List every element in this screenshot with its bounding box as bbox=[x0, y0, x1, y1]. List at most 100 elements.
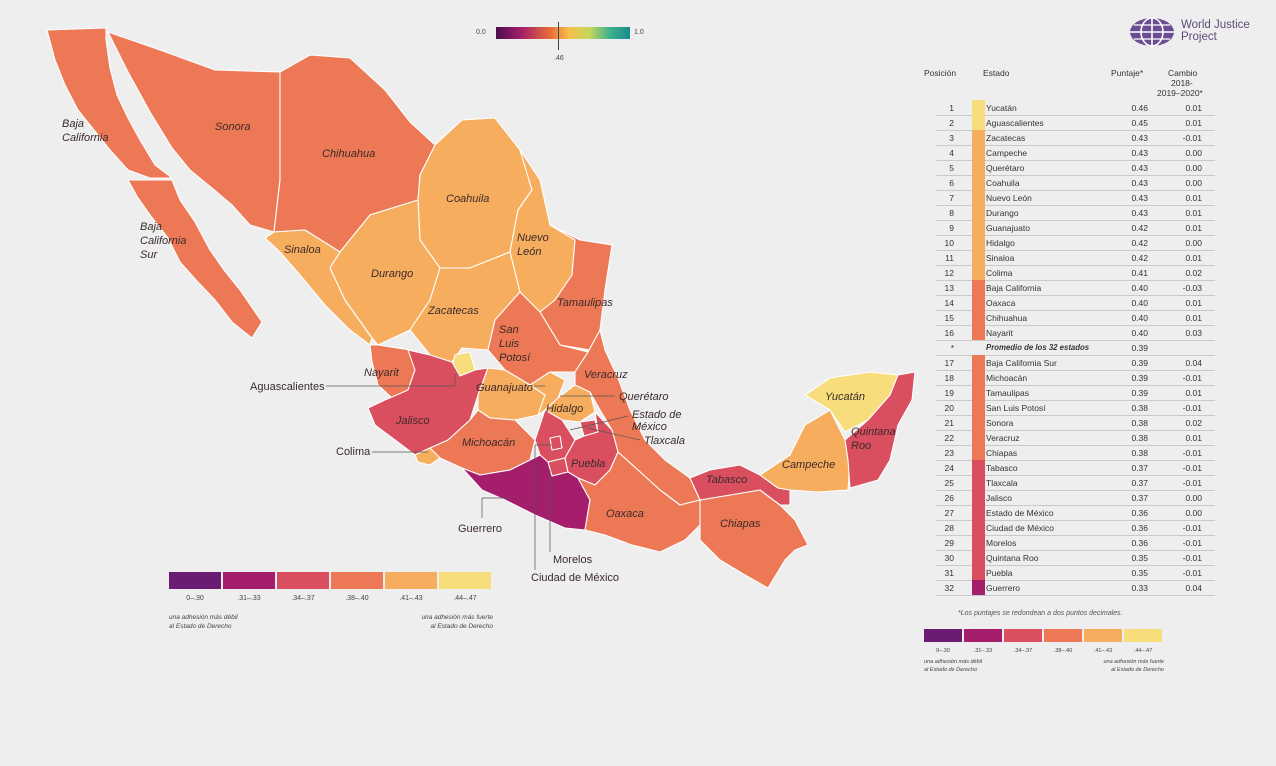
state-guerrero[interactable] bbox=[461, 454, 591, 531]
row-color-swatch bbox=[972, 115, 985, 130]
row-change: 0.00 bbox=[1185, 163, 1202, 173]
row-change: -0.01 bbox=[1182, 553, 1202, 563]
state-tabasco[interactable] bbox=[689, 464, 791, 506]
row-position: 8 bbox=[949, 208, 954, 218]
row-change: 0.01 bbox=[1185, 118, 1202, 128]
row-position: 4 bbox=[949, 148, 954, 158]
table-row: 29 Morelos 0.36 -0.01 bbox=[936, 535, 1215, 551]
wjp-logo: World Justice Project bbox=[1128, 16, 1268, 50]
label-slp-3: Potosí bbox=[499, 352, 531, 364]
legend-bin-label: .44–.47 bbox=[1133, 648, 1153, 654]
table-row: 20 San Luis Potosí 0.38 -0.01 bbox=[936, 400, 1215, 416]
label-veracruz: Veracruz bbox=[584, 369, 628, 381]
row-change: 0.01 bbox=[1185, 388, 1202, 398]
state-quintana-roo[interactable] bbox=[844, 371, 916, 489]
score-gradient-scale: 0.0 1.0 .46 bbox=[474, 22, 644, 68]
national-score-marker bbox=[558, 22, 559, 50]
row-change: -0.01 bbox=[1182, 373, 1202, 383]
row-position: 30 bbox=[944, 553, 954, 563]
row-change: 0.01 bbox=[1185, 253, 1202, 263]
legend-swatch bbox=[1044, 629, 1082, 642]
row-position: 19 bbox=[944, 388, 954, 398]
legend-bin-label: 0–.30 bbox=[186, 595, 204, 602]
legend-swatch bbox=[1124, 629, 1162, 642]
state-baja-california[interactable] bbox=[46, 27, 173, 179]
row-score: 0.41 bbox=[1131, 268, 1148, 278]
row-state: Yucatán bbox=[986, 103, 1017, 113]
row-change: -0.01 bbox=[1182, 568, 1202, 578]
state-campeche[interactable] bbox=[759, 409, 851, 493]
legend-note-line: al Estado de Derecho bbox=[924, 666, 977, 673]
table-row: 2 Aguascalientes 0.45 0.01 bbox=[936, 115, 1215, 131]
row-change: 0.01 bbox=[1185, 433, 1202, 443]
table-row: 8 Durango 0.43 0.01 bbox=[936, 205, 1215, 221]
row-score: 0.40 bbox=[1131, 283, 1148, 293]
row-color-swatch bbox=[972, 145, 985, 160]
legend-bin-label: .38–.40 bbox=[1053, 648, 1073, 654]
row-position: 6 bbox=[949, 178, 954, 188]
label-bcs-2: California bbox=[140, 235, 186, 247]
state-tamaulipas[interactable] bbox=[539, 224, 613, 351]
row-state: Tabasco bbox=[986, 463, 1018, 473]
state-ciudad-de-mexico[interactable] bbox=[549, 435, 563, 451]
legend-swatch bbox=[964, 629, 1002, 642]
row-score: 0.43 bbox=[1131, 133, 1148, 143]
row-change: 0.00 bbox=[1185, 493, 1202, 503]
row-change: 0.04 bbox=[1185, 358, 1202, 368]
label-nuevo-leon: Nuevo bbox=[517, 232, 549, 244]
table-row: 13 Baja California 0.40 -0.03 bbox=[936, 280, 1215, 296]
state-sonora[interactable] bbox=[107, 31, 281, 233]
legend-swatch bbox=[277, 572, 329, 589]
row-change: 0.02 bbox=[1185, 268, 1202, 278]
label-jalisco: Jalisco bbox=[395, 415, 430, 427]
row-score: 0.35 bbox=[1131, 568, 1148, 578]
row-color-swatch bbox=[972, 250, 985, 265]
legend-note-line: una adhesión más fuerte bbox=[1103, 659, 1164, 665]
row-change: 0.04 bbox=[1185, 583, 1202, 593]
row-state: Sonora bbox=[986, 418, 1014, 428]
label-slp-2: Luis bbox=[499, 338, 520, 350]
state-chiapas[interactable] bbox=[699, 489, 809, 589]
state-baja-california-sur[interactable] bbox=[127, 179, 263, 339]
state-zacatecas[interactable] bbox=[409, 251, 521, 363]
label-oaxaca: Oaxaca bbox=[606, 508, 644, 520]
label-sinaloa: Sinaloa bbox=[284, 244, 321, 256]
header-position: Posición bbox=[924, 68, 957, 78]
row-color-swatch bbox=[972, 415, 985, 430]
state-guanajuato[interactable] bbox=[477, 367, 546, 421]
label-campeche: Campeche bbox=[782, 459, 835, 471]
row-position: 12 bbox=[944, 268, 954, 278]
row-position: 18 bbox=[944, 373, 954, 383]
label-guanajuato: Guanajuato bbox=[476, 382, 533, 394]
row-state: Tamaulipas bbox=[986, 388, 1029, 398]
label-queretaro: Querétaro bbox=[619, 391, 669, 403]
label-tlaxcala: Tlaxcala bbox=[644, 435, 685, 447]
legend-swatch bbox=[439, 572, 491, 589]
label-quintana-roo: Quintana bbox=[851, 426, 896, 438]
row-position: 1 bbox=[949, 103, 954, 113]
legend-bin-label: .38–.40 bbox=[345, 595, 369, 602]
header-state: Estado bbox=[983, 68, 1010, 78]
row-color-swatch bbox=[972, 175, 985, 190]
table-row: 5 Querétaro 0.43 0.00 bbox=[936, 160, 1215, 176]
table-row: 22 Veracruz 0.38 0.01 bbox=[936, 430, 1215, 446]
average-row: * Promedio de los 32 estados 0.39 bbox=[936, 340, 1215, 356]
legend-swatch bbox=[331, 572, 383, 589]
row-position: 15 bbox=[944, 313, 954, 323]
row-color-swatch bbox=[972, 220, 985, 235]
legend-bin-label: .44–.47 bbox=[453, 595, 477, 602]
row-change: -0.01 bbox=[1182, 133, 1202, 143]
row-color-swatch bbox=[972, 190, 985, 205]
row-score: 0.36 bbox=[1131, 523, 1148, 533]
legend-right: 0–.30 .31–.33 .34–.37 .38–.40 .41–.43 .44–.47… bbox=[924, 629, 1164, 689]
row-change: 0.02 bbox=[1185, 418, 1202, 428]
table-row: 23 Chiapas 0.38 -0.01 bbox=[936, 445, 1215, 461]
table-row: 16 Nayarit 0.40 0.03 bbox=[936, 325, 1215, 341]
row-state: Sinaloa bbox=[986, 253, 1015, 263]
row-change: -0.01 bbox=[1182, 523, 1202, 533]
row-score: 0.43 bbox=[1131, 178, 1148, 188]
table-row: 12 Colima 0.41 0.02 bbox=[936, 265, 1215, 281]
label-cdmx: Ciudad de México bbox=[531, 572, 619, 584]
row-state: Querétaro bbox=[986, 163, 1025, 173]
